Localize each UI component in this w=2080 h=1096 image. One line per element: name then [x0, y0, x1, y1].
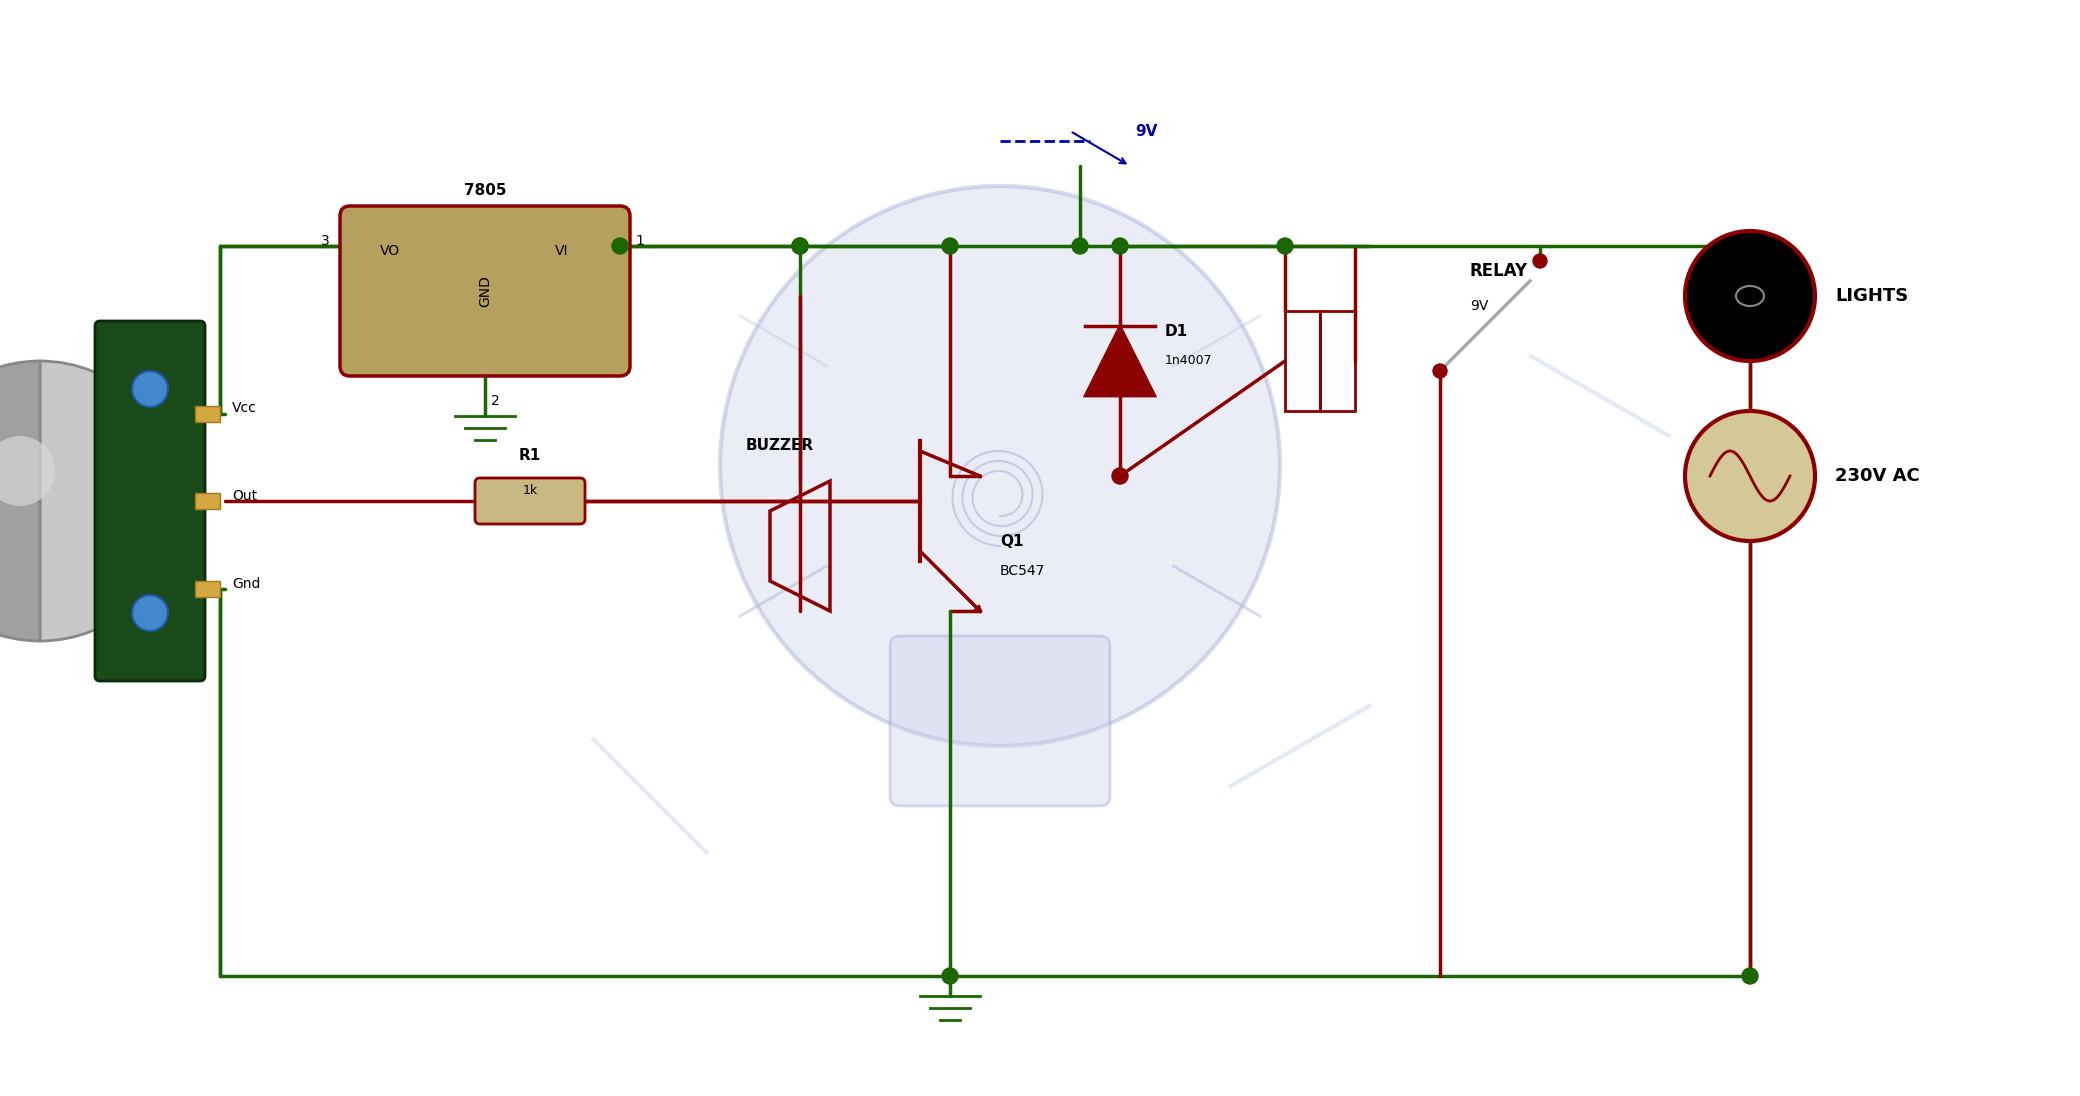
Circle shape [720, 186, 1279, 746]
Circle shape [942, 968, 959, 984]
Circle shape [1685, 411, 1816, 541]
Text: GND: GND [478, 275, 493, 307]
Circle shape [1113, 468, 1127, 484]
Text: 9V: 9V [1471, 299, 1489, 313]
Circle shape [942, 238, 959, 254]
Text: 9V: 9V [1136, 124, 1156, 139]
Bar [1285, 311, 1321, 411]
Wedge shape [0, 361, 40, 641]
Bar [196, 493, 220, 509]
Circle shape [1433, 364, 1448, 378]
Wedge shape [40, 361, 181, 641]
Text: LIGHTS: LIGHTS [1835, 287, 1907, 305]
Circle shape [612, 238, 628, 254]
Text: 1n4007: 1n4007 [1165, 354, 1213, 367]
Text: RELAY: RELAY [1471, 262, 1529, 279]
Text: Gnd: Gnd [233, 576, 260, 591]
FancyBboxPatch shape [890, 636, 1111, 806]
Text: BC547: BC547 [1000, 564, 1046, 578]
Circle shape [1533, 254, 1548, 269]
Text: 2: 2 [491, 393, 499, 408]
Circle shape [1685, 231, 1816, 361]
Text: R1: R1 [518, 448, 541, 464]
Circle shape [1113, 238, 1127, 254]
Circle shape [792, 238, 807, 254]
Circle shape [1277, 238, 1294, 254]
Bar [196, 406, 220, 422]
FancyBboxPatch shape [339, 206, 630, 376]
Circle shape [792, 238, 807, 254]
Text: D1: D1 [1165, 323, 1188, 339]
Text: 230V AC: 230V AC [1835, 467, 1920, 486]
Text: BUZZER: BUZZER [747, 438, 813, 454]
Bar [1321, 311, 1354, 411]
Circle shape [1071, 238, 1088, 254]
Text: 3: 3 [320, 235, 331, 248]
FancyBboxPatch shape [474, 478, 584, 524]
Circle shape [1741, 968, 1758, 984]
Polygon shape [1086, 326, 1154, 396]
Circle shape [1433, 365, 1446, 377]
Text: Q1: Q1 [1000, 534, 1023, 548]
Text: Vcc: Vcc [233, 401, 256, 415]
Text: 1k: 1k [522, 484, 537, 498]
Circle shape [1741, 238, 1758, 254]
Bar [196, 581, 220, 596]
Circle shape [131, 372, 168, 407]
Circle shape [0, 436, 54, 506]
Text: 7805: 7805 [464, 183, 505, 198]
Text: VI: VI [555, 244, 568, 258]
Circle shape [131, 595, 168, 631]
FancyBboxPatch shape [96, 321, 206, 681]
Text: 1: 1 [634, 235, 645, 248]
Text: Out: Out [233, 489, 258, 503]
Text: VO: VO [381, 244, 399, 258]
